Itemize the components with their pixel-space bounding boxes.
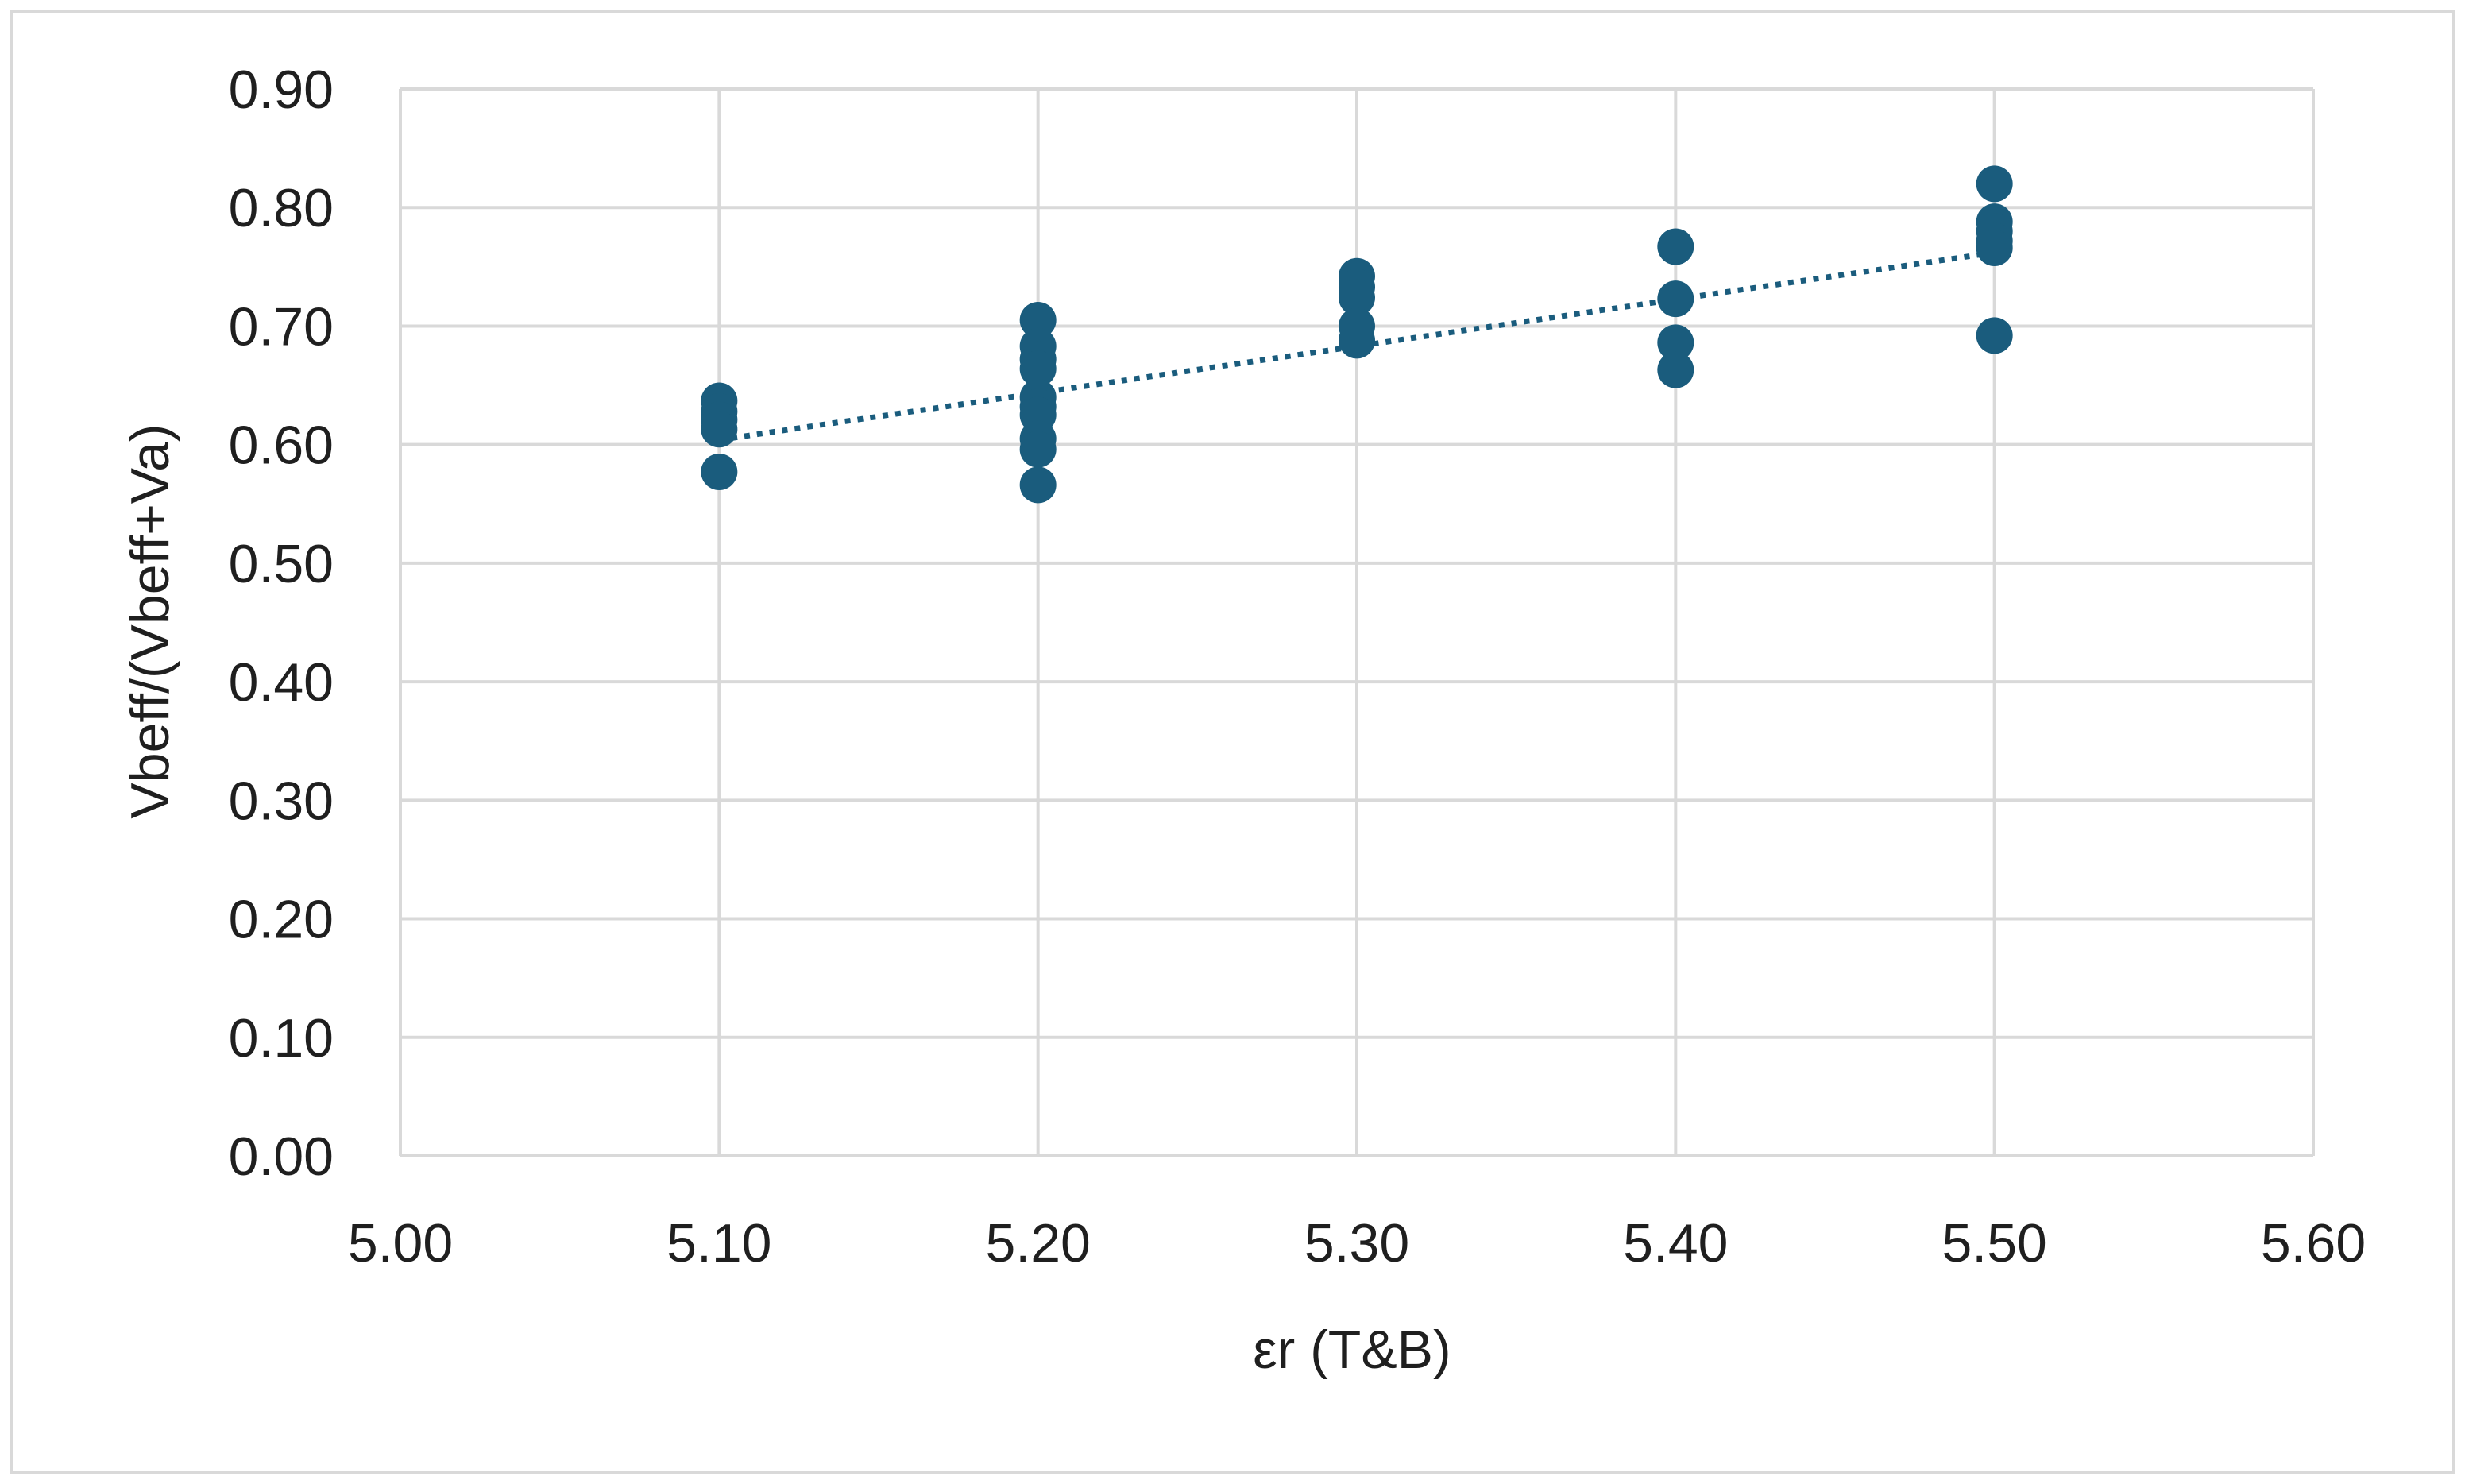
data-point <box>1976 165 2013 203</box>
data-point <box>1019 431 1057 468</box>
y-tick-label: 0.80 <box>229 178 334 238</box>
y-tick-label: 0.70 <box>229 296 334 357</box>
x-axis-title: εr (T&B) <box>1253 1320 1451 1380</box>
y-tick-label: 0.10 <box>229 1008 334 1069</box>
data-point <box>1339 322 1375 359</box>
data-point <box>1976 317 2013 354</box>
chart-frame <box>10 10 2455 1474</box>
y-axis-title: Vbeff/(Vbeff+Va) <box>120 423 180 818</box>
x-tick-labels: 5.00 5.10 5.20 5.30 5.40 5.50 5.60 <box>348 1213 2366 1273</box>
x-tick-label: 5.40 <box>1623 1213 1728 1273</box>
data-point <box>1657 324 1694 361</box>
y-tick-label: 0.50 <box>229 534 334 594</box>
data-point <box>1657 228 1694 265</box>
data-point <box>1657 351 1694 388</box>
data-point <box>1019 466 1057 504</box>
x-tick-label: 5.60 <box>2261 1213 2366 1273</box>
gridlines <box>399 87 2315 1157</box>
y-tick-label: 0.90 <box>229 60 334 120</box>
data-point <box>1019 301 1057 338</box>
data-point <box>701 453 738 490</box>
y-tick-labels: 0.00 0.10 0.20 0.30 0.40 0.50 0.60 0.70 0.80 0.90 <box>229 60 334 1187</box>
y-tick-label: 0.60 <box>229 415 334 476</box>
x-tick-label: 5.30 <box>1304 1213 1409 1273</box>
data-point <box>1339 279 1375 316</box>
data-point <box>1657 280 1694 318</box>
y-tick-label: 0.30 <box>229 771 334 831</box>
y-tick-label: 0.20 <box>229 890 334 950</box>
data-point <box>1976 229 2013 266</box>
y-tick-label: 0.00 <box>229 1127 334 1187</box>
data-point <box>1019 350 1057 388</box>
data-point <box>701 411 738 448</box>
x-tick-label: 5.00 <box>348 1213 453 1273</box>
y-tick-label: 0.40 <box>229 652 334 713</box>
x-tick-label: 5.10 <box>666 1213 771 1273</box>
x-tick-label: 5.20 <box>985 1213 1090 1273</box>
data-points <box>701 165 2013 504</box>
x-tick-label: 5.50 <box>1941 1213 2046 1273</box>
